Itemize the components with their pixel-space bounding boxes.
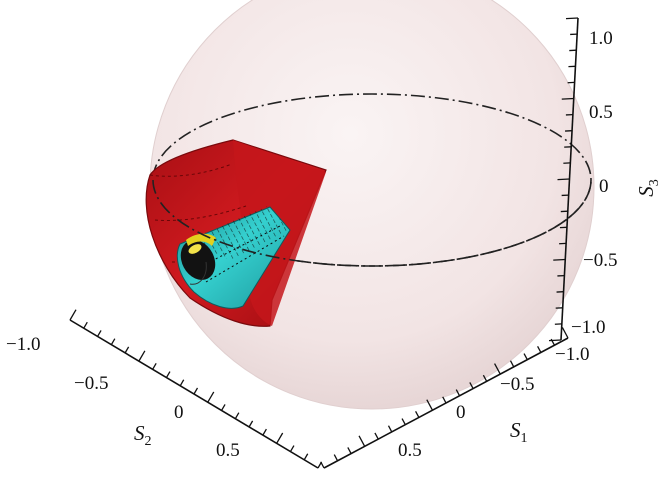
axis-tick-mark: [416, 411, 419, 417]
axis-tick-mark: [277, 433, 283, 443]
s2-tick-label: 0.5: [216, 440, 240, 461]
axis-tick-mark: [139, 351, 145, 361]
s3-tick-label: 0.5: [589, 102, 613, 123]
axis-tick-mark: [111, 339, 115, 345]
axis-tick-mark: [98, 330, 102, 336]
axis-tick-mark: [84, 322, 88, 328]
axis-tick-mark: [222, 404, 226, 410]
axis-tick-mark: [549, 340, 561, 341]
axis-tick-mark: [208, 392, 214, 402]
axis-tick-mark: [321, 462, 324, 468]
axis-tick-mark: [558, 179, 570, 180]
axis-tick-mark: [348, 447, 351, 453]
s3-tick-label: 0: [599, 176, 609, 197]
axis-tick-mark: [510, 361, 513, 367]
s1-axis-title: S1: [510, 418, 528, 446]
axis-tick-mark: [304, 454, 308, 460]
axis-tick-mark: [290, 446, 294, 452]
s2-tick-label: −0.5: [74, 373, 108, 394]
s1-tick-label: −0.5: [500, 374, 534, 395]
axis-tick-mark: [562, 99, 574, 100]
s3-tick-label: 1.0: [589, 28, 613, 49]
axis-tick-mark: [70, 310, 76, 320]
axis-tick-mark: [125, 347, 129, 353]
axis-tick-mark: [263, 429, 267, 435]
s2-axis-title: S2: [134, 421, 152, 449]
s1-tick-label: −1.0: [555, 344, 589, 365]
svg-text:S3: S3: [634, 179, 662, 197]
axis-tick-mark: [538, 346, 541, 352]
s3-tick-label: −1.0: [571, 317, 605, 338]
axis-tick-mark: [194, 388, 198, 394]
s2-tick-label: 0: [174, 402, 184, 423]
axis-tick-mark: [359, 436, 365, 447]
axis-tick-mark: [166, 372, 170, 378]
axis-tick-mark: [566, 18, 578, 19]
axis-tick-mark: [153, 363, 157, 369]
axis-tick-mark: [402, 419, 405, 425]
axis-tick-mark: [235, 413, 239, 419]
axis-tick-mark: [562, 327, 568, 338]
axis-tick-mark: [334, 455, 337, 461]
axis-tick-mark: [375, 433, 378, 439]
s1-tick-label: 0: [456, 402, 466, 423]
s3-axis-title: S3: [634, 179, 662, 197]
s1-tick-label: 0.5: [398, 440, 422, 461]
s2-tick-label: −1.0: [6, 334, 40, 355]
axis-tick-mark: [249, 421, 253, 427]
axis-tick-mark: [553, 260, 565, 261]
axis-tick-mark: [180, 380, 184, 386]
axis-tick-mark: [524, 354, 527, 360]
axis-tick-mark: [443, 397, 446, 403]
axis-tick-mark: [388, 426, 391, 432]
s3-tick-label: −0.5: [583, 250, 617, 271]
